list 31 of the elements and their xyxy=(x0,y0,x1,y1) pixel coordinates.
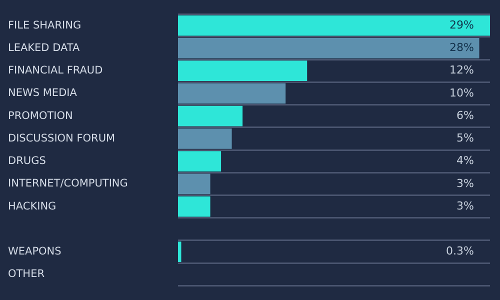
data-label: 3% xyxy=(456,176,474,190)
data-label: 10% xyxy=(450,86,474,100)
bar xyxy=(178,60,308,82)
data-label: 5% xyxy=(456,132,474,145)
y-tick-label: DISCUSSION FORUM xyxy=(8,132,116,144)
y-tick-label: HACKING xyxy=(8,200,56,212)
y-tick-label: LEAKED DATA xyxy=(8,42,80,54)
y-tick-label: DRUGS xyxy=(8,155,46,168)
y-tick-label: WEAPONS xyxy=(8,246,62,258)
y-tick-label: FILE SHARING xyxy=(8,19,82,32)
data-label: 0.3% xyxy=(446,244,474,258)
bar xyxy=(178,174,210,194)
bar xyxy=(178,83,286,104)
data-label: 4% xyxy=(456,154,474,168)
y-tick-label: INTERNET/COMPUTING xyxy=(8,178,128,190)
data-label: 12% xyxy=(450,64,474,77)
y-tick-label: FINANCIAL FRAUD xyxy=(8,64,103,77)
y-tick-label: NEWS MEDIA xyxy=(8,87,78,100)
data-label: 3% xyxy=(456,199,474,212)
bar xyxy=(178,106,243,126)
bar xyxy=(178,151,222,172)
bar xyxy=(178,128,232,149)
bar xyxy=(178,15,490,36)
bar xyxy=(178,242,182,262)
data-label: 6% xyxy=(456,108,474,122)
y-tick-label: OTHER xyxy=(8,268,45,280)
data-label: 28% xyxy=(450,41,474,54)
y-tick-label: PROMOTION xyxy=(8,110,73,122)
bar xyxy=(178,38,480,58)
data-label: 29% xyxy=(450,18,474,32)
bar xyxy=(178,196,210,217)
